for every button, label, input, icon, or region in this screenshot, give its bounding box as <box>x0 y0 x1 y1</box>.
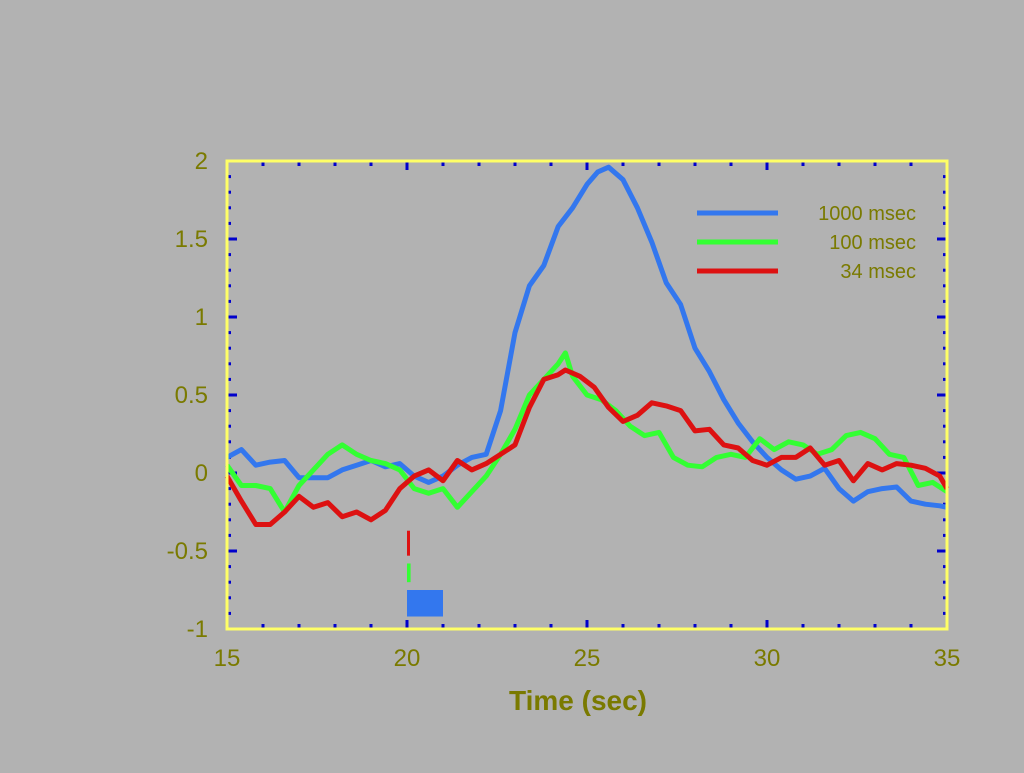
stimulus-marker <box>407 590 443 617</box>
x-tick-label: 30 <box>754 645 781 672</box>
x-tick-label: 20 <box>394 645 421 672</box>
y-tick-label: 0 <box>195 460 208 487</box>
plot-frame <box>225 159 949 631</box>
y-tick-labels: 2 1.5 1 0.5 0 -0.5 -1 <box>167 148 208 643</box>
x-tick-label: 35 <box>934 645 961 672</box>
x-tick-labels: 15 20 25 30 35 <box>214 645 961 672</box>
legend-label: 100 msec <box>829 232 916 254</box>
stimulus-marker <box>407 563 411 583</box>
legend-label: 1000 msec <box>818 203 916 225</box>
x-axis-title: Time (sec) <box>509 685 647 716</box>
x-tick-label: 15 <box>214 645 241 672</box>
x-tick-label: 25 <box>574 645 601 672</box>
stimulus-marker <box>407 530 410 556</box>
series-line <box>225 164 948 510</box>
series-lines <box>224 164 950 527</box>
legend-label: 34 msec <box>840 261 916 283</box>
y-tick-label: 2 <box>195 148 208 175</box>
y-tick-label: 1 <box>195 304 208 331</box>
legend: 1000 msec 100 msec 34 msec <box>697 203 916 283</box>
series-line <box>224 367 950 527</box>
stimulus-markers <box>407 530 443 617</box>
series-line <box>224 350 949 515</box>
y-tick-label: 1.5 <box>175 226 208 253</box>
y-tick-label: 0.5 <box>175 382 208 409</box>
y-tick-label: -1 <box>187 616 208 643</box>
y-tick-label: -0.5 <box>167 538 208 565</box>
